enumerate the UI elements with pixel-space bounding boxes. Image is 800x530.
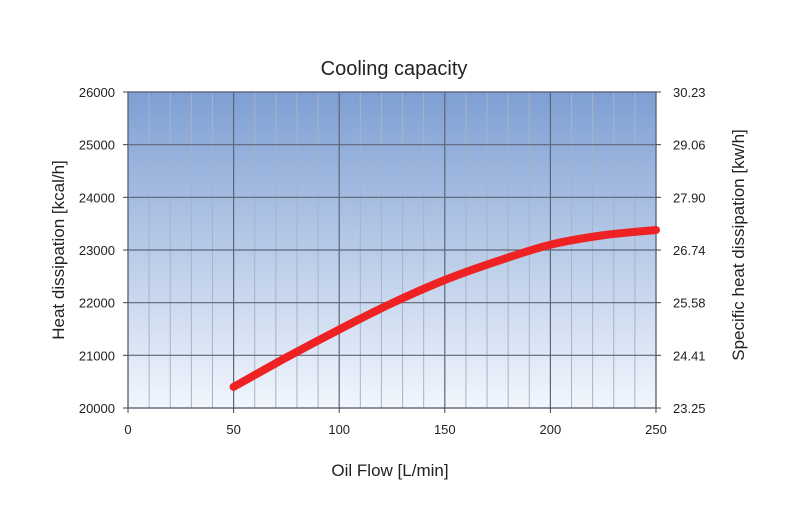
y-tick-label: 26000: [79, 85, 115, 100]
y-tick-label: 23000: [79, 243, 115, 258]
y2-tick-label: 29.06: [673, 138, 706, 153]
y-tick-label: 20000: [79, 401, 115, 416]
y-axis-label: Heat dissipation [kcal/h]: [49, 160, 68, 340]
y-tick-label: 25000: [79, 138, 115, 153]
y2-tick-label: 26.74: [673, 243, 706, 258]
x-tick-label: 250: [645, 422, 667, 437]
x-tick-label: 50: [226, 422, 240, 437]
y-tick-label: 22000: [79, 296, 115, 311]
chart-title: Cooling capacity: [321, 58, 468, 80]
y2-tick-label: 27.90: [673, 190, 706, 205]
series-line-cooling-capacity: [229, 225, 660, 391]
y2-axis-ticks: 23.25 24.41 25.58 26.74 27.90 29.06 30.23: [656, 85, 706, 416]
series-layer: [229, 225, 660, 391]
y2-tick-label: 30.23: [673, 85, 706, 100]
y-tick-label: 21000: [79, 348, 115, 363]
y2-tick-label: 25.58: [673, 296, 706, 311]
x-tick-label: 150: [434, 422, 456, 437]
y2-tick-label: 24.41: [673, 348, 706, 363]
x-tick-label: 0: [124, 422, 131, 437]
x-tick-label: 200: [540, 422, 562, 437]
y-tick-label: 24000: [79, 190, 115, 205]
x-axis-label: Oil Flow [L/min]: [331, 461, 448, 480]
x-axis-ticks: 0 50 100 150 200 250: [124, 408, 667, 437]
y2-axis-label: Specific heat dissipation [kw/h]: [729, 129, 748, 361]
y-axis-ticks: 20000 21000 22000 23000 24000 25000 26000: [79, 85, 128, 416]
y2-tick-label: 23.25: [673, 401, 706, 416]
x-tick-label: 100: [328, 422, 350, 437]
